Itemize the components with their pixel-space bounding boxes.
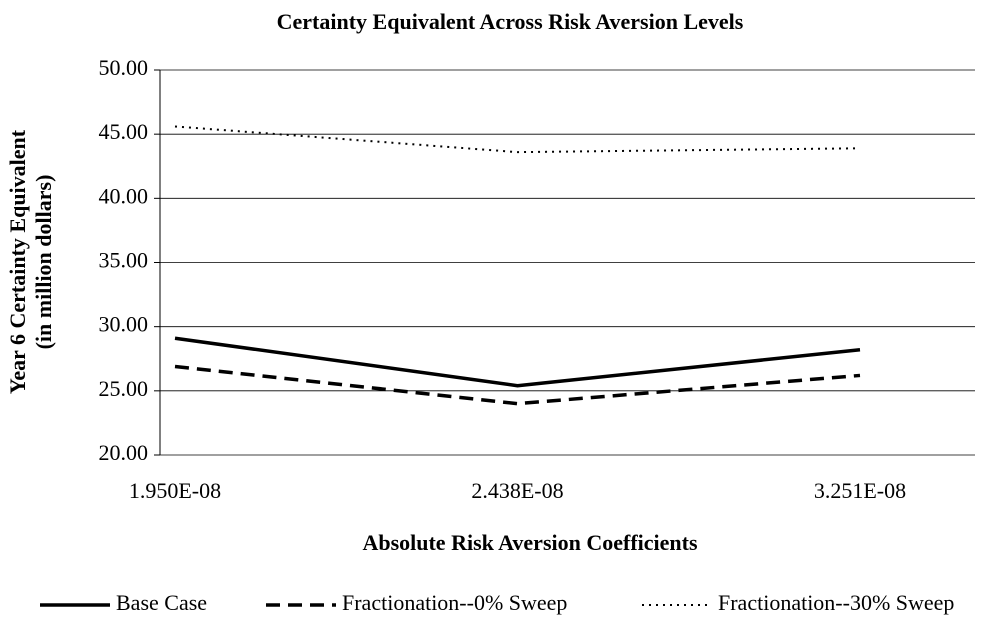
y-tick-label: 40.00 bbox=[99, 183, 149, 208]
x-tick-label: 2.438E-08 bbox=[471, 478, 563, 503]
y-axis-title: (in million dollars) bbox=[31, 175, 56, 350]
y-tick-label: 30.00 bbox=[99, 312, 149, 337]
y-tick-label: 25.00 bbox=[99, 376, 149, 401]
legend-label: Base Case bbox=[116, 590, 207, 615]
x-tick-label: 1.950E-08 bbox=[129, 478, 221, 503]
legend-label: Fractionation--0% Sweep bbox=[342, 590, 567, 615]
chart-title: Certainty Equivalent Across Risk Aversio… bbox=[277, 9, 744, 34]
x-axis-title: Absolute Risk Aversion Coefficients bbox=[362, 530, 698, 555]
legend-label: Fractionation--30% Sweep bbox=[718, 590, 954, 615]
y-axis-title: Year 6 Certainty Equivalent bbox=[5, 129, 30, 394]
series-line bbox=[174, 125, 861, 154]
y-tick-label: 45.00 bbox=[99, 119, 149, 144]
series-line bbox=[174, 336, 861, 388]
x-tick-label: 3.251E-08 bbox=[814, 478, 906, 503]
y-tick-label: 50.00 bbox=[99, 55, 149, 80]
y-tick-label: 35.00 bbox=[99, 248, 149, 273]
series-line bbox=[174, 364, 861, 406]
y-tick-label: 20.00 bbox=[99, 440, 149, 465]
